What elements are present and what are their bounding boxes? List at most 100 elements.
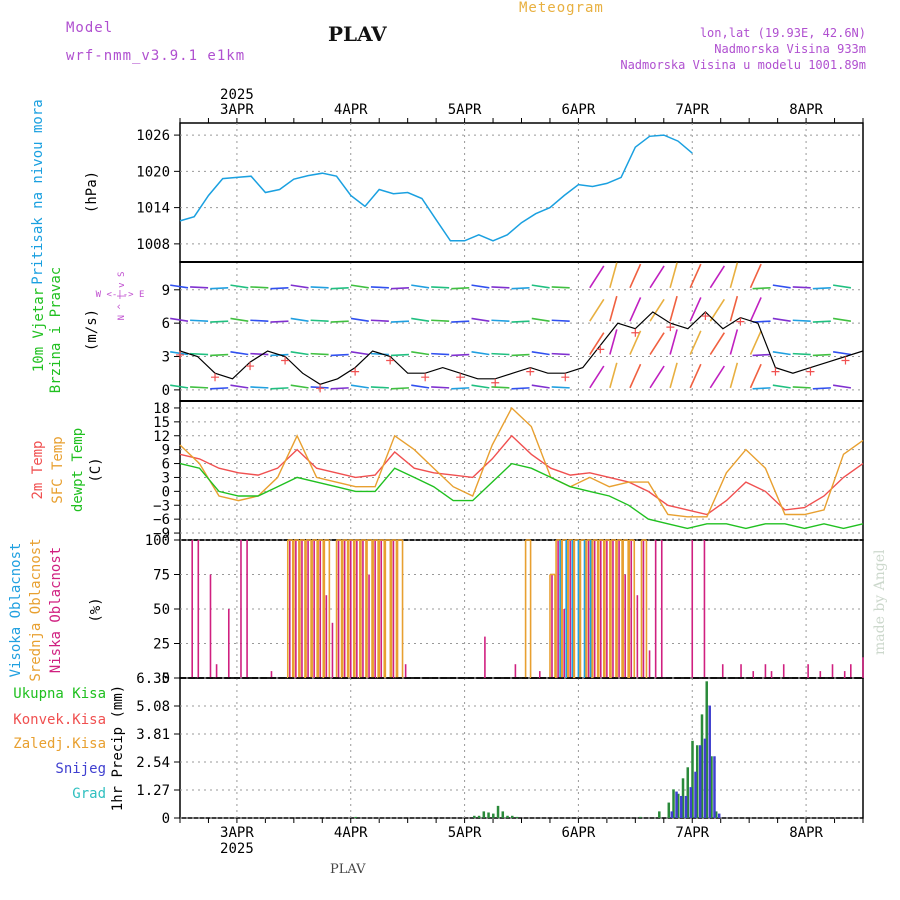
wind-gust-marker (491, 378, 500, 387)
wind-gust-marker (456, 373, 465, 382)
wind-arrow (250, 319, 269, 322)
wind-arrow (290, 384, 309, 389)
wind-arrow (772, 351, 791, 356)
y-tick-label: 6 (162, 457, 170, 473)
year-label-top: 2025 (220, 87, 254, 103)
wind-arrow (390, 287, 410, 290)
wind-gust-marker (211, 373, 220, 382)
wind-arrow (709, 332, 726, 355)
wind-unit: (m/s) (84, 309, 100, 351)
wind-arrow (411, 384, 430, 389)
wind-ylabel-1: 10m Vjetar (31, 288, 47, 372)
wind-arrow (431, 319, 450, 322)
wind-arrow (390, 353, 410, 357)
wind-arrow (230, 384, 249, 389)
wind-arrow (772, 317, 791, 322)
wind-arrow (649, 332, 665, 355)
precip-bar (705, 681, 708, 818)
y-tick-label: 3 (162, 470, 170, 486)
wind-arrow (649, 365, 665, 389)
wind-arrow (431, 386, 450, 389)
wind-arrow (531, 351, 550, 356)
model-value: wrf-nmm_v3.9.1 e1km (66, 48, 246, 64)
wind-arrow (451, 387, 470, 390)
wind-arrow (310, 286, 329, 289)
y-tick-label: 3 (162, 350, 170, 366)
wind-arrow (370, 286, 389, 289)
wind-arrow (411, 284, 430, 289)
day-label-bottom: 4APR (334, 825, 368, 841)
wind-gust-marker (421, 373, 430, 382)
day-label-top: 7APR (675, 102, 709, 118)
y-tick-label: 6.35 (136, 671, 170, 687)
day-label-top: 8APR (789, 102, 823, 118)
wind-arrow (511, 353, 530, 357)
wind-gust-marker (281, 356, 290, 365)
wind-arrow (350, 284, 369, 289)
wind-gust-marker (631, 328, 640, 337)
wind-arrow (330, 287, 349, 290)
y-tick-label: 5.08 (136, 699, 170, 715)
precip-bar (670, 811, 674, 818)
precip-bar (506, 815, 509, 818)
panel-frame-precip (179, 677, 864, 819)
wind-arrow (290, 284, 309, 289)
wind-arrow (609, 362, 618, 389)
wind-arrow (812, 287, 831, 290)
temp-unit: (C) (88, 457, 104, 482)
wind-arrow (290, 317, 309, 322)
precip-bar (487, 812, 490, 818)
y-tick-label: 0 (162, 383, 170, 399)
wind-arrow (752, 353, 771, 357)
station-title: PLAV (328, 22, 387, 46)
precip-legend-3: Snijeg (55, 761, 106, 777)
precip-unit: 1hr Precip (mm) (110, 685, 126, 811)
y-tick-label: 25 (153, 637, 170, 653)
wind-arrow (629, 330, 642, 355)
precip-bar (708, 705, 711, 818)
y-tick-label: 0 (162, 671, 170, 687)
precip-bar (689, 787, 693, 818)
wind-arrow (649, 298, 665, 322)
wind-gust-marker (386, 356, 395, 365)
wind-gust-marker (246, 362, 255, 371)
wind-arrow (629, 297, 642, 322)
wind-arrow (270, 387, 289, 390)
year-label-bottom: 2025 (220, 841, 254, 857)
wind-arrow (511, 320, 530, 323)
wind-arrow (729, 262, 739, 289)
precip-bar (700, 714, 704, 818)
wind-gust-marker (561, 373, 570, 382)
wind-arrow (749, 263, 762, 289)
wind-arrow (330, 353, 349, 357)
precip-bar (511, 815, 514, 818)
wind-arrow (609, 295, 618, 322)
day-label-top: 3APR (220, 102, 254, 118)
wind-arrow (649, 265, 665, 289)
wind-arrow (350, 351, 369, 356)
y-tick-label: −6 (153, 512, 170, 528)
wind-speed-line (179, 311, 864, 385)
wind-arrow (250, 386, 269, 389)
precip-bar (677, 793, 680, 818)
temp-line-0 (179, 434, 864, 516)
wind-arrow (250, 352, 269, 356)
wind-arrow (491, 286, 510, 289)
wind-arrow (190, 319, 209, 322)
wind-arrow (689, 330, 702, 355)
wind-arrow (709, 365, 726, 389)
wind-arrow (729, 362, 739, 389)
wind-gust-marker (176, 350, 184, 359)
precip-bar (477, 815, 481, 818)
temp-line-1 (179, 406, 864, 518)
y-tick-label: 50 (153, 602, 170, 618)
wind-arrow (629, 363, 642, 389)
wind-gust-marker (596, 345, 605, 354)
wind-gust-marker (316, 384, 325, 393)
precip-bar (680, 795, 683, 818)
wind-arrow (330, 320, 349, 323)
wind-arrow (812, 387, 831, 390)
precip-bar (482, 811, 486, 818)
wind-arrow (749, 363, 762, 389)
